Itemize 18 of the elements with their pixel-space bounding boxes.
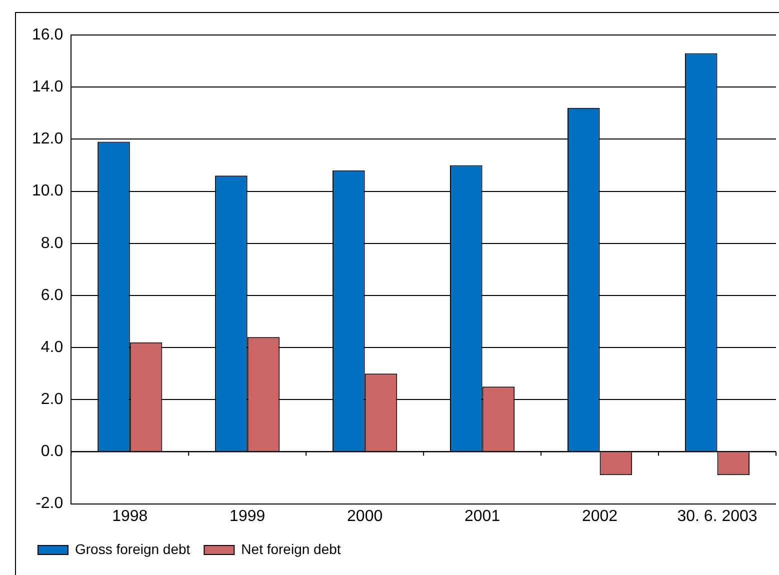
- x-tick-label: 1998: [112, 508, 148, 525]
- x-tick-label: 1999: [230, 508, 266, 525]
- y-tick-label: -2.0: [36, 495, 64, 512]
- y-tick-label: 14.0: [32, 78, 64, 96]
- x-tick-label: 30. 6. 2003: [677, 508, 758, 525]
- x-tick-label: 2002: [582, 508, 618, 525]
- legend-label: Net foreign debt: [241, 540, 341, 557]
- y-tick-label: 4.0: [40, 338, 64, 356]
- y-tick-label: 0.0: [40, 443, 64, 460]
- y-tick-label: 16.0: [32, 26, 64, 44]
- y-tick-label: 12.0: [32, 130, 64, 148]
- legend-label: Gross foreign debt: [75, 540, 190, 557]
- y-tick-label: 10.0: [32, 182, 64, 200]
- x-tick-label: 2001: [464, 508, 500, 525]
- y-tick-label: 6.0: [40, 286, 64, 304]
- y-tick-label: 2.0: [40, 391, 64, 408]
- y-tick-label: 8.0: [40, 234, 64, 252]
- x-tick-label: 2000: [347, 508, 383, 525]
